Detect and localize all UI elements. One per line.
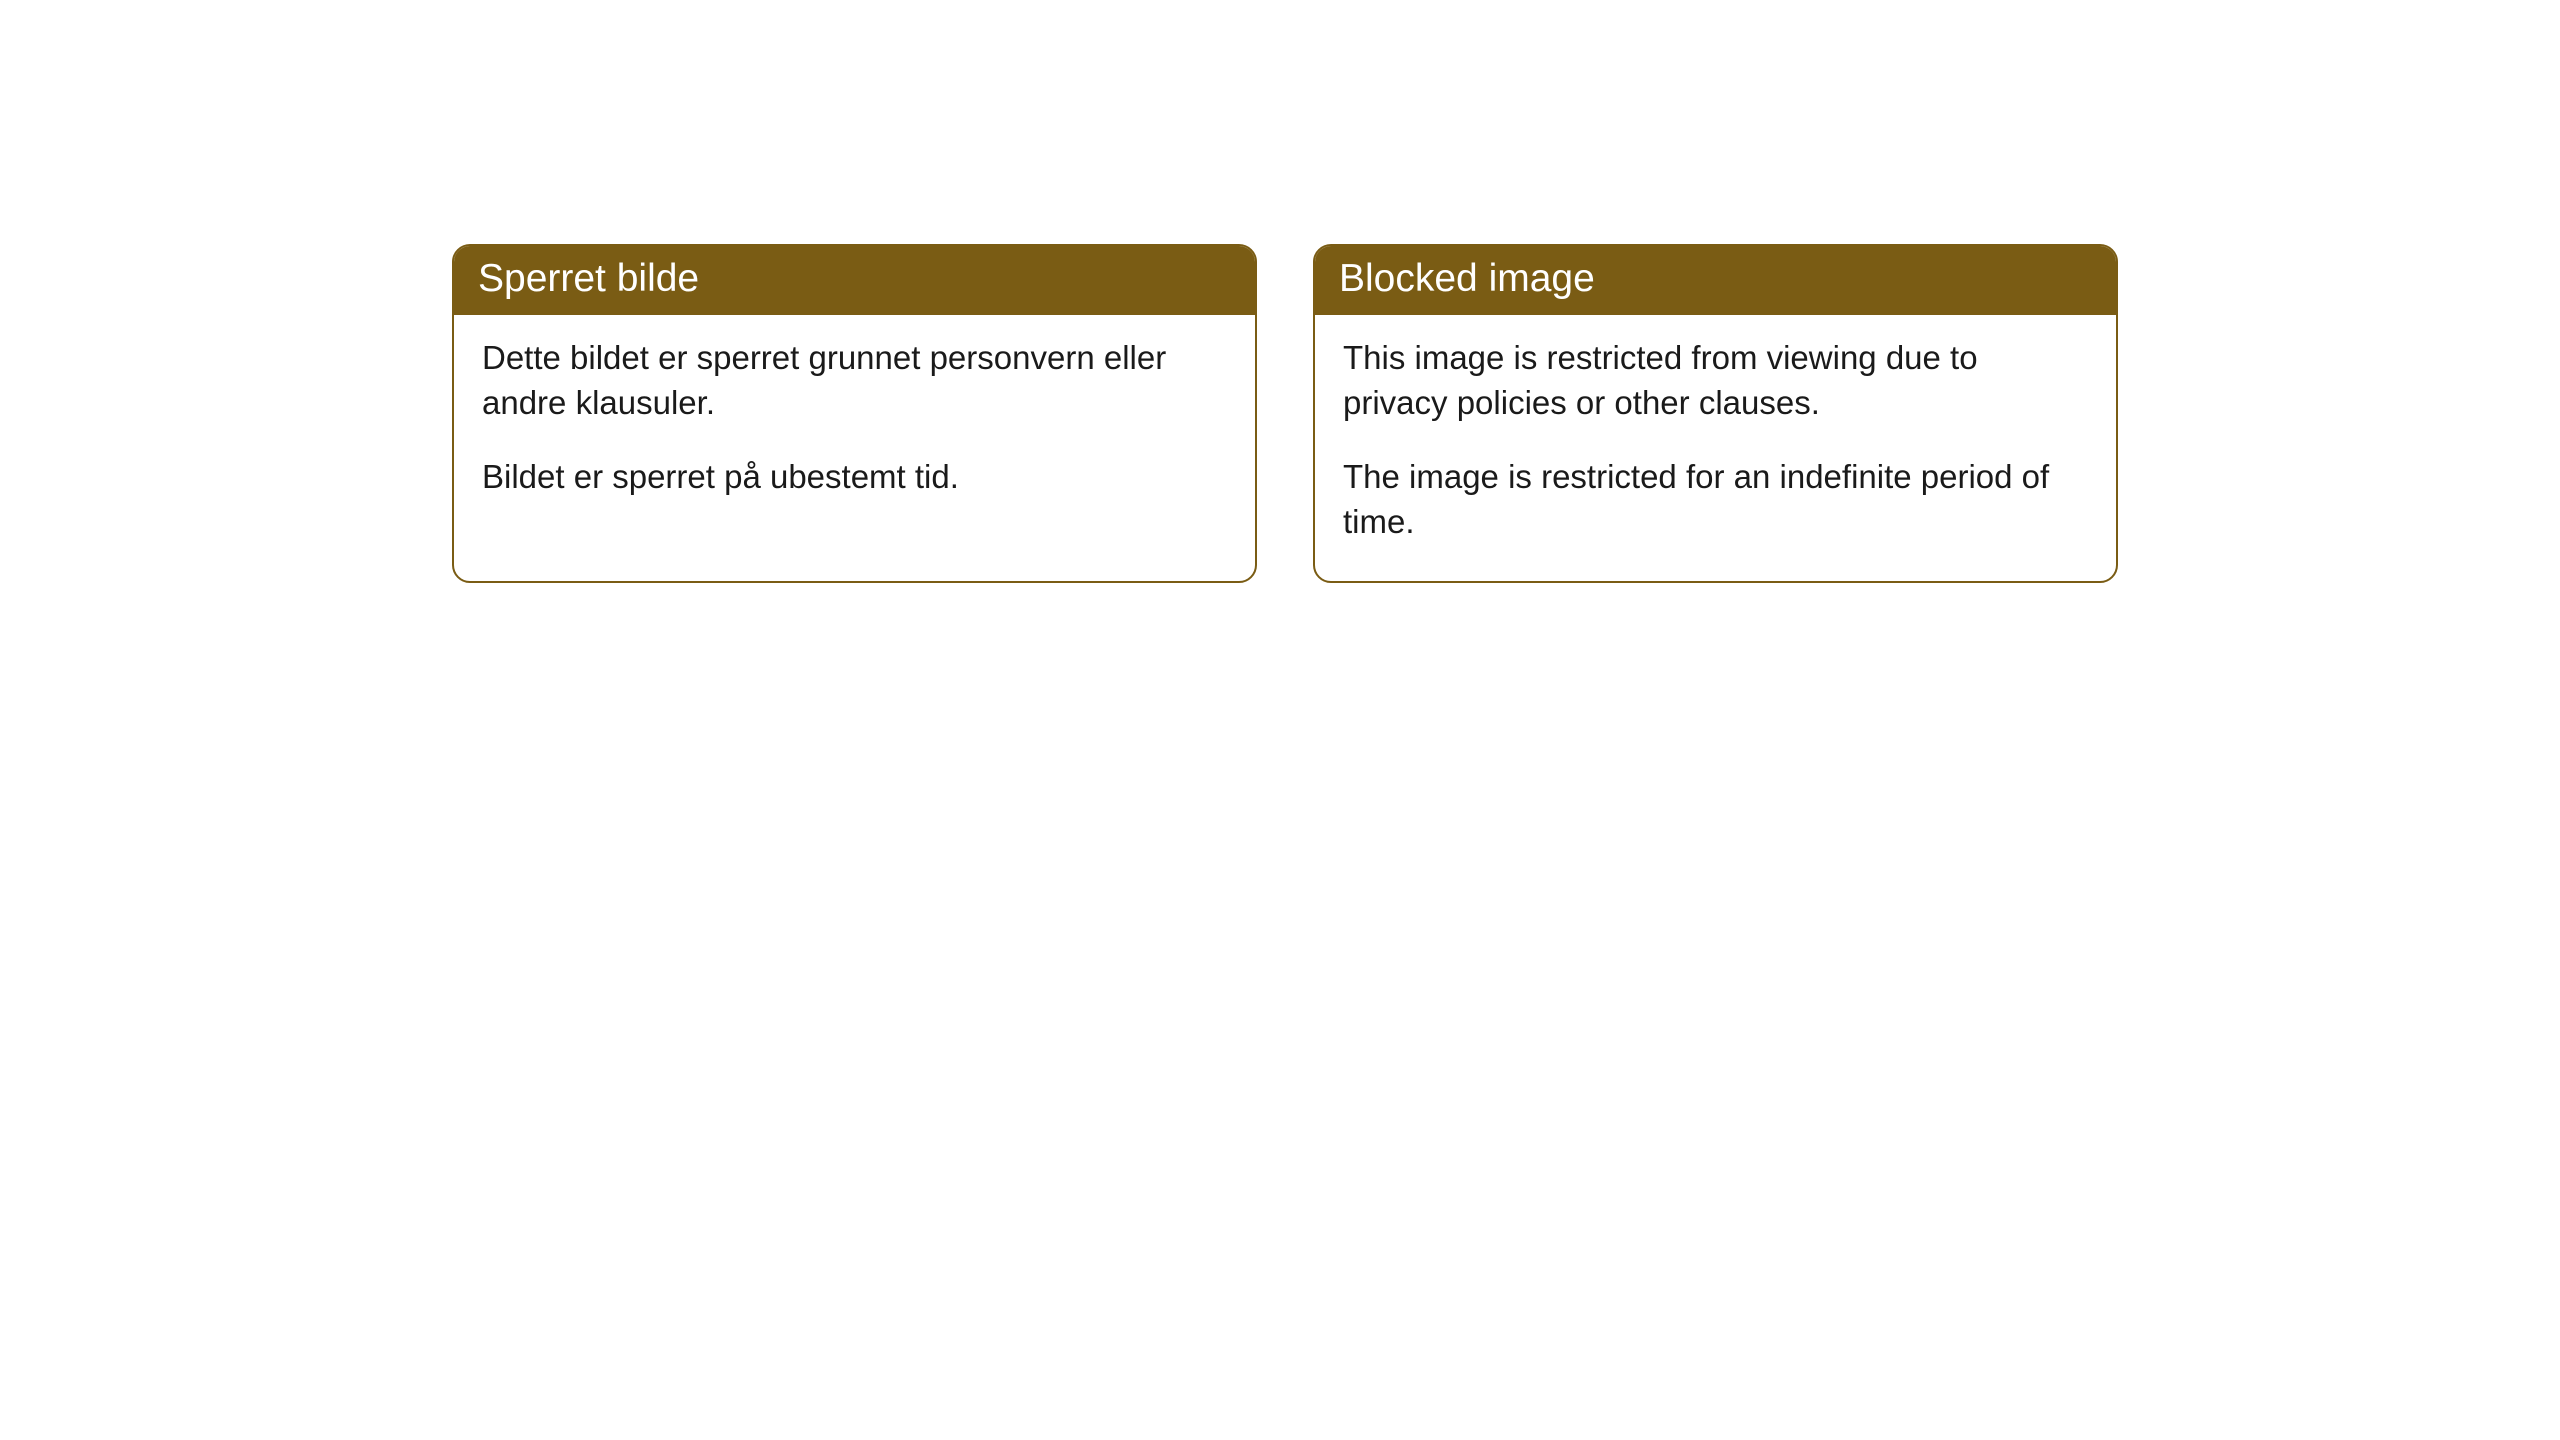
- card-body: Dette bildet er sperret grunnet personve…: [454, 315, 1255, 536]
- card-header: Blocked image: [1315, 246, 2116, 315]
- notice-container: Sperret bilde Dette bildet er sperret gr…: [0, 0, 2560, 583]
- card-paragraph: This image is restricted from viewing du…: [1343, 335, 2088, 426]
- card-paragraph: Dette bildet er sperret grunnet personve…: [482, 335, 1227, 426]
- card-body: This image is restricted from viewing du…: [1315, 315, 2116, 581]
- card-header: Sperret bilde: [454, 246, 1255, 315]
- card-paragraph: Bildet er sperret på ubestemt tid.: [482, 454, 1227, 500]
- card-paragraph: The image is restricted for an indefinit…: [1343, 454, 2088, 545]
- blocked-image-card-english: Blocked image This image is restricted f…: [1313, 244, 2118, 583]
- blocked-image-card-norwegian: Sperret bilde Dette bildet er sperret gr…: [452, 244, 1257, 583]
